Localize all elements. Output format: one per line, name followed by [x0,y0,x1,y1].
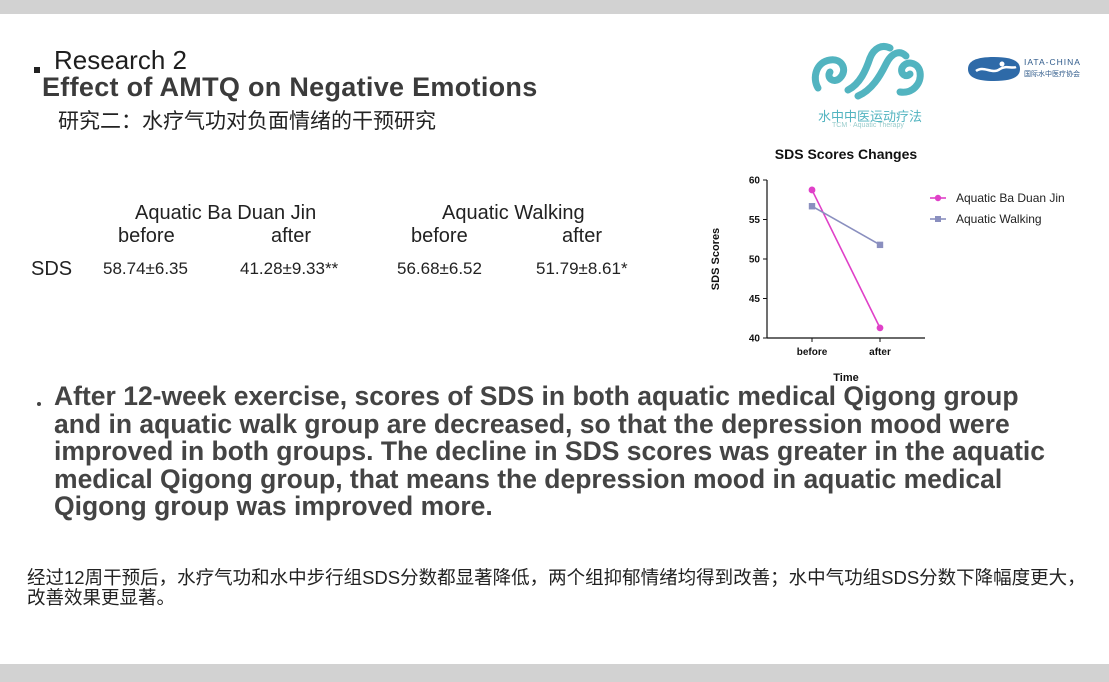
conclusion-paragraph-en: After 12-week exercise, scores of SDS in… [54,381,1046,521]
g2-after-value: 51.79±8.61* [536,259,628,278]
chart-xlabel: Time [833,372,858,384]
paragraph-bullet [37,402,41,406]
legend-label: Aquatic Walking [956,212,1042,226]
slide-subtitle-cn: 研究二：水疗气功对负面情绪的干预研究 [58,110,436,133]
aquatic-tcm-logo [811,42,924,100]
chart-series-line [811,205,881,246]
chart-point [876,324,884,332]
row-label-sds: SDS [31,258,73,280]
chart-y-tick-label: 40 [749,334,761,345]
legend-marker [934,194,942,202]
logo2-text: IATA-CHINA [1024,57,1081,67]
chart-x-tick-label: before [797,347,828,358]
logo1-text: 水中中医运动疗法 [818,109,923,124]
chart-y-tick-label: 60 [749,176,761,187]
chart-y-tick-label: 55 [749,215,761,226]
chart-point [808,186,816,194]
chart-y-tick-label: 45 [749,294,761,305]
g2-before-header: before [411,225,468,247]
conclusion-paragraph-cn: 经过12周干预后，水疗气功和水中步行组SDS分数都显著降低，两个组抑郁情绪均得到… [27,567,1086,608]
group2-header: Aquatic Walking [442,202,585,224]
chart-series-line [811,189,881,329]
slide-title: Effect of AMTQ on Negative Emotions [42,72,538,102]
chart-ylabel: SDS Scores [710,228,722,290]
bottom-border [0,664,1109,682]
g1-after-header: after [271,225,312,247]
chart-y-tick-label: 50 [749,255,761,266]
legend-marker [935,216,941,222]
g1-before-header: before [118,225,175,247]
g1-before-value: 58.74±6.35 [103,259,188,278]
iata-china-logo [968,57,1020,81]
chart-point [876,241,884,249]
chart-x-tick-label: after [869,347,891,358]
g2-after-header: after [562,225,603,247]
legend-label: Aquatic Ba Duan Jin [956,191,1065,205]
logo2-subtext: 国际水中医疗协会 [1024,71,1080,78]
heading-bullet [34,67,40,73]
logo1-subtext: TCM · Aquatic Therapy [832,122,904,129]
g2-before-value: 56.68±6.52 [397,259,482,278]
group1-header: Aquatic Ba Duan Jin [135,202,317,224]
g1-after-value: 41.28±9.33** [240,259,339,278]
research-heading: Research 2 [54,45,187,75]
chart-point [808,203,816,210]
chart-title: SDS Scores Changes [775,146,918,162]
top-border [0,0,1109,14]
sds-line-chart: SDS Scores Changes SDS Scores Time 40 45 5… [710,146,1065,384]
